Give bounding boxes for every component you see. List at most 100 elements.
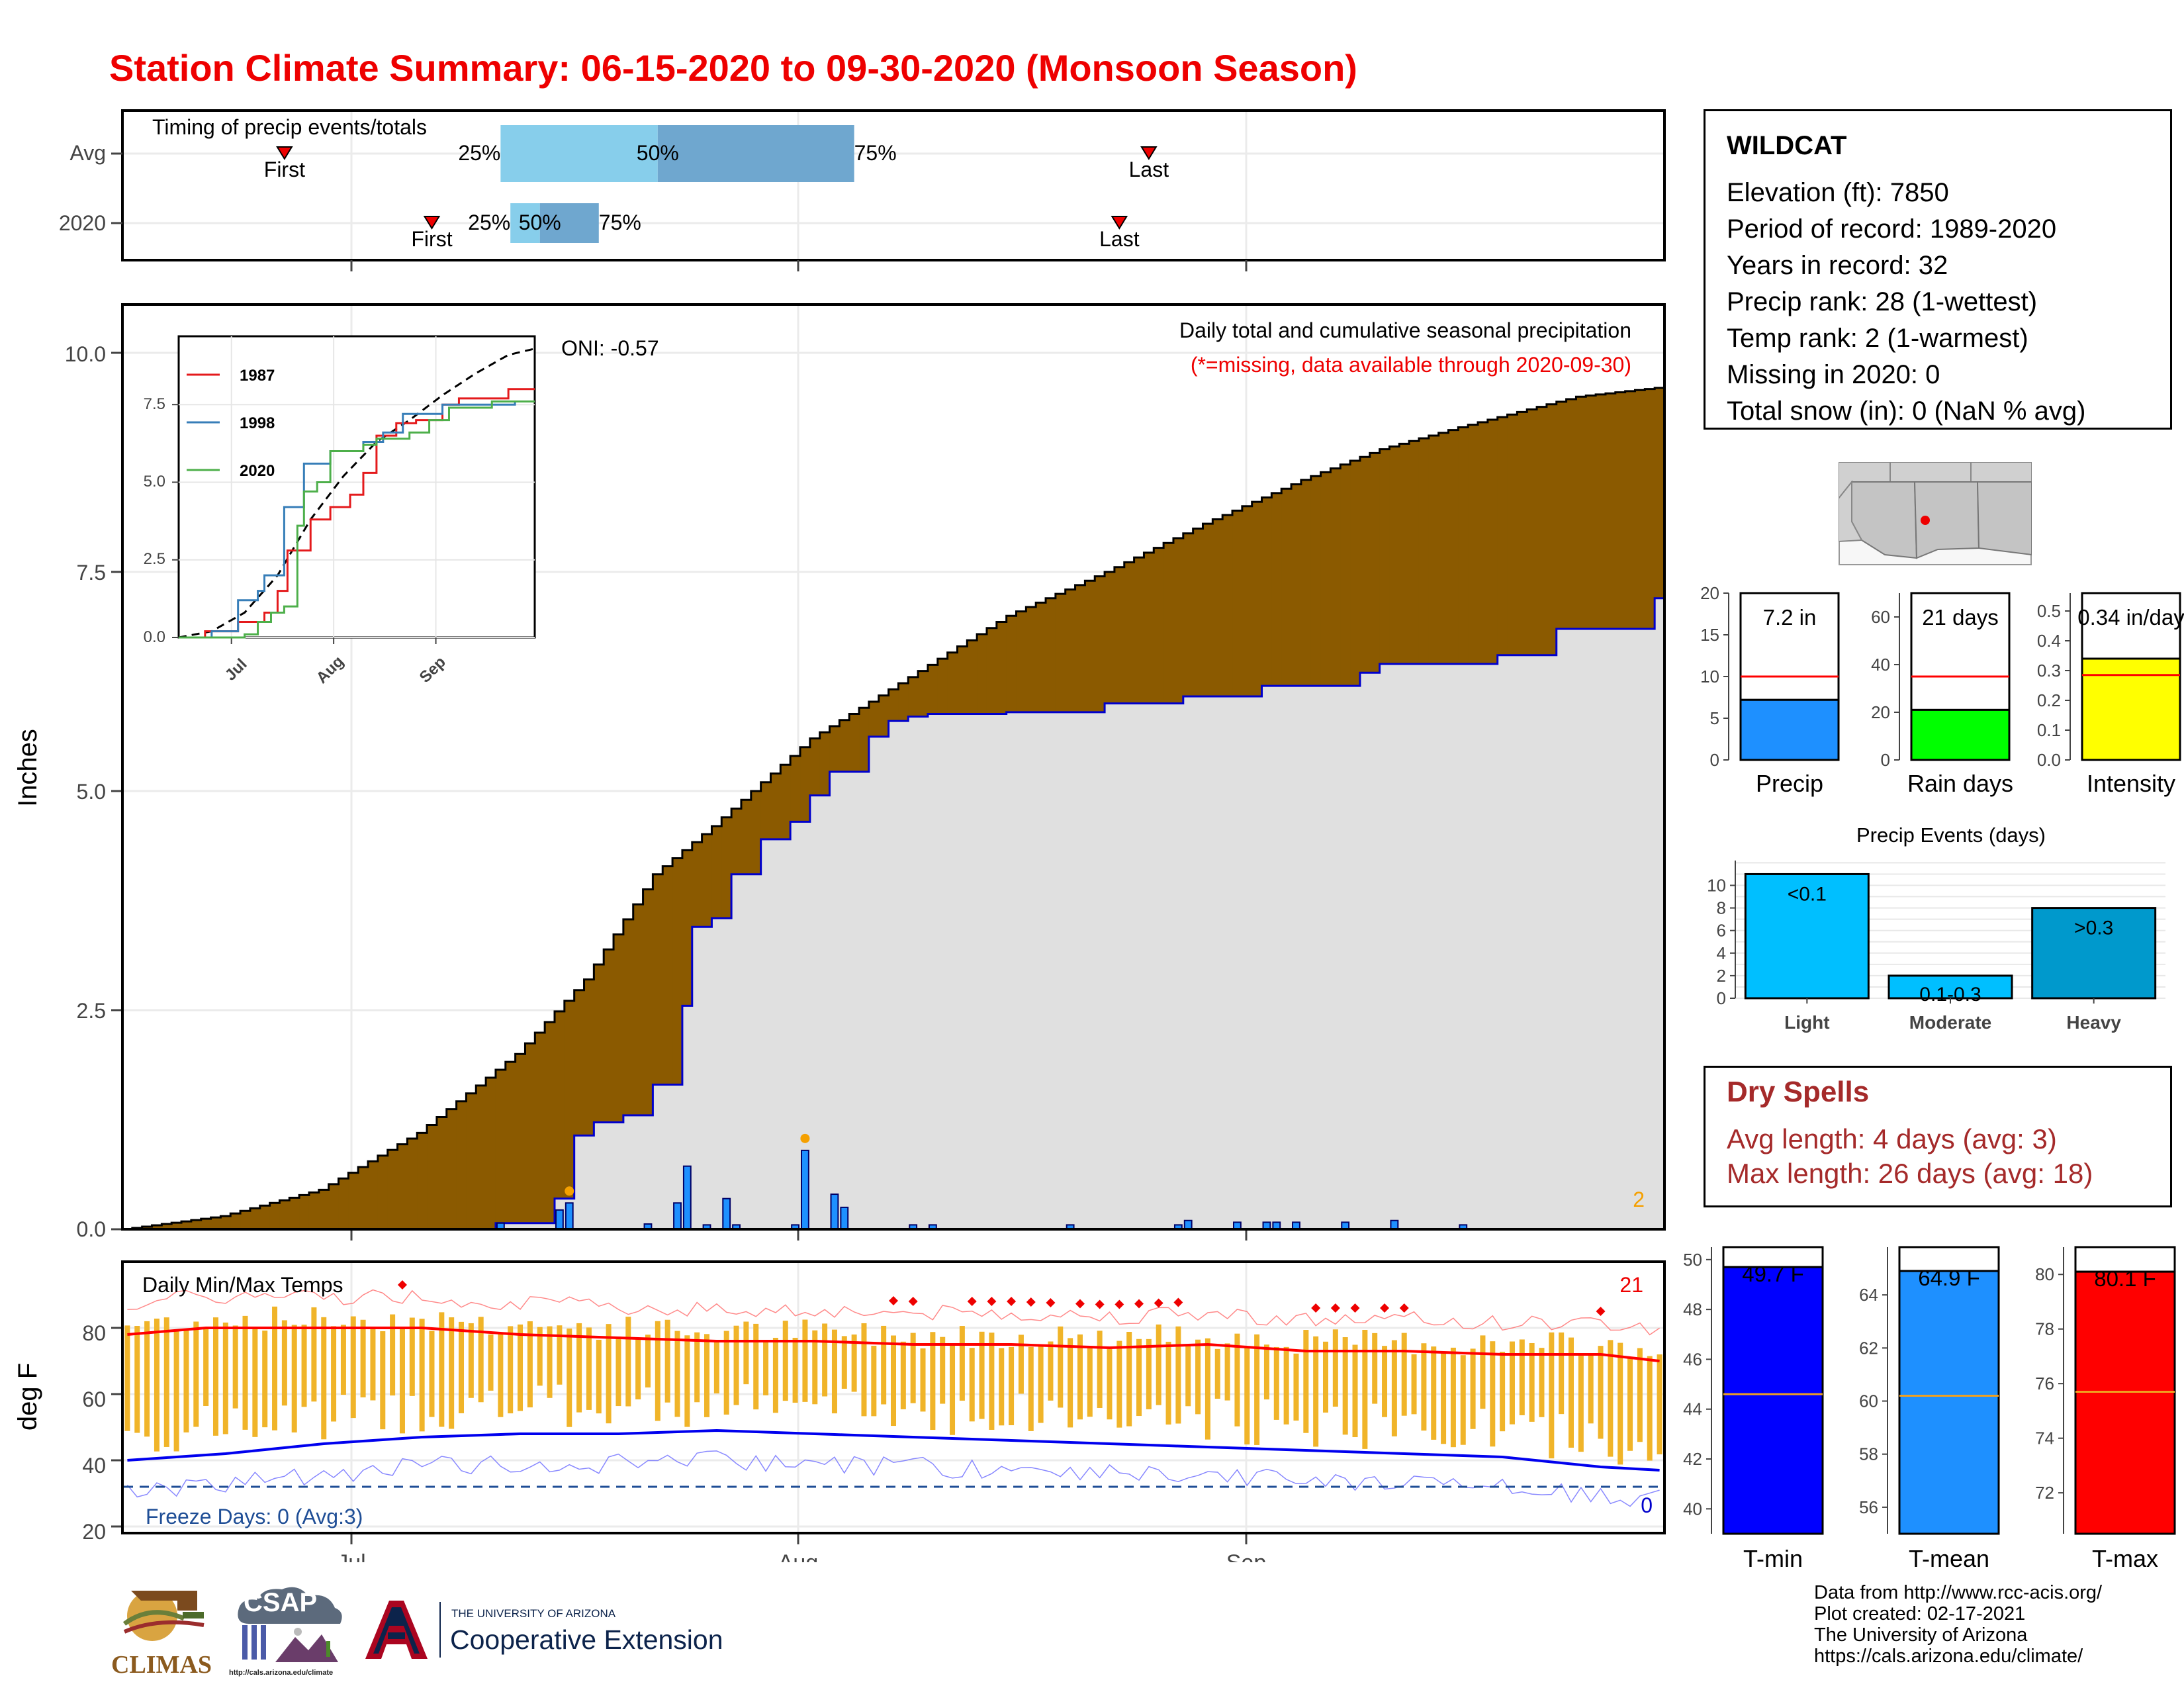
below-average-fill: [1379, 449, 1390, 665]
base-fill: [1242, 696, 1253, 1229]
daily-temp-range-bar: [851, 1335, 857, 1392]
quartile-label: 50%: [519, 211, 561, 234]
events-bar: [1744, 872, 1870, 1000]
below-average-fill: [1232, 510, 1243, 697]
daily-temp-range-bar: [950, 1344, 956, 1435]
daily-temp-range-bar: [1647, 1356, 1653, 1461]
daily-temp-range-bar: [930, 1332, 936, 1430]
below-average-fill: [299, 1195, 310, 1229]
below-average-fill: [643, 889, 654, 1115]
below-average-fill: [161, 1224, 172, 1229]
daily-temp-range-bar: [222, 1322, 228, 1434]
base-fill: [1399, 664, 1410, 1229]
below-average-fill: [1006, 616, 1017, 712]
base-fill: [1556, 629, 1567, 1229]
daily-temp-range-bar: [782, 1321, 788, 1401]
below-average-fill: [574, 990, 585, 1136]
base-fill: [1546, 655, 1557, 1229]
daily-temp-range-bar: [940, 1336, 946, 1404]
season-bar-frame: [1910, 592, 2011, 711]
base-fill: [643, 1115, 654, 1229]
dry-spells-max: Max length: 26 days (avg: 18): [1727, 1158, 2093, 1189]
daily-temp-range-bar: [547, 1326, 553, 1398]
base-fill: [1409, 664, 1420, 1229]
count-label: 2: [1633, 1188, 1645, 1211]
daily-temp-range-bar: [684, 1335, 690, 1427]
daily-temp-range-bar: [1087, 1348, 1093, 1417]
inset-series-line: [179, 400, 535, 639]
y-tick-label: 0.0: [77, 1217, 106, 1241]
events-category-label: Heavy: [2066, 1012, 2121, 1033]
base-fill: [1635, 629, 1645, 1229]
daily-temp-range-bar: [1234, 1333, 1240, 1427]
daily-temp-range-bar: [1283, 1346, 1289, 1425]
below-average-fill: [1478, 422, 1488, 665]
daily-temp-range-bar: [1107, 1348, 1113, 1420]
temp-bar-tick-label: 46: [1683, 1349, 1702, 1369]
base-fill: [1251, 696, 1263, 1229]
temp-bar-tick-label: 74: [2035, 1429, 2054, 1448]
daily-temp-range-bar: [1421, 1343, 1427, 1431]
temp-panel: Daily Min/Max Temps 21 Freeze Days: 0 (A…: [13, 1260, 1666, 1562]
below-average-fill: [1537, 406, 1547, 655]
event-marker-icon: [1111, 216, 1128, 230]
daily-temp-range-bar: [989, 1333, 995, 1430]
ua-divider: [439, 1602, 441, 1658]
daily-temp-range-bar: [576, 1323, 582, 1413]
base-fill: [1183, 696, 1194, 1229]
record-high-marker: [1115, 1299, 1124, 1309]
below-average-fill: [368, 1161, 379, 1229]
daily-temp-range-bar: [1009, 1346, 1015, 1426]
daily-temp-range-bar: [1273, 1346, 1279, 1420]
season-bar: [2081, 657, 2181, 761]
base-fill: [1144, 703, 1154, 1229]
quartile-bar-upper: [539, 203, 599, 243]
below-average-fill: [1468, 424, 1479, 665]
below-average-fill: [937, 659, 948, 714]
daily-temp-range-bar: [1263, 1344, 1269, 1400]
below-average-fill: [1527, 409, 1537, 655]
daily-temp-range-bar: [606, 1324, 612, 1424]
event-marker-label: First: [411, 227, 452, 251]
below-average-fill: [977, 634, 987, 714]
credit-data-source: Data from http://www.rcc-acis.org/: [1814, 1582, 2103, 1603]
below-average-fill: [1036, 602, 1046, 712]
below-average-fill: [1330, 468, 1341, 686]
below-average-fill: [436, 1117, 447, 1229]
base-fill: [878, 736, 889, 1229]
events-tick-label: 10: [1707, 876, 1726, 896]
record-high-marker: [1380, 1303, 1390, 1313]
below-average-fill: [1144, 552, 1154, 704]
daily-temp-range-bar: [1391, 1340, 1397, 1436]
base-fill: [1645, 629, 1655, 1229]
record-high-marker: [1134, 1299, 1144, 1309]
base-fill: [927, 714, 938, 1229]
season-tick-label: 20: [1700, 583, 1719, 603]
daily-temp-range-bar: [596, 1339, 602, 1414]
base-fill: [957, 714, 968, 1229]
daily-temp-range-bar: [625, 1317, 631, 1407]
event-marker-label: First: [264, 158, 305, 181]
daily-precip-bar: [722, 1197, 731, 1231]
events-tick-label: 6: [1717, 921, 1726, 941]
ua-logo: THE UNIVERSITY OF ARIZONA Cooperative Ex…: [360, 1595, 731, 1668]
below-average-fill: [1105, 572, 1115, 704]
daily-temp-range-bar: [468, 1323, 474, 1398]
base-fill: [809, 795, 821, 1229]
below-average-fill: [1596, 394, 1606, 630]
season-tick-label: 10: [1700, 667, 1719, 686]
base-fill: [1586, 629, 1596, 1229]
base-fill: [918, 716, 929, 1229]
daily-temp-range-bar: [1450, 1347, 1456, 1448]
daily-temp-range-bar: [1441, 1352, 1447, 1444]
daily-temp-range-bar: [291, 1325, 297, 1432]
daily-temp-range-bar: [1018, 1335, 1024, 1394]
dry-spells-title: Dry Spells: [1727, 1076, 1870, 1108]
daily-temp-range-bar: [1293, 1353, 1299, 1421]
quartile-bar-lower: [500, 125, 658, 182]
y-tick-label: 10.0: [65, 342, 106, 366]
daily-temp-range-bar: [321, 1317, 327, 1440]
base-fill: [770, 839, 781, 1229]
climas-logo: CLIMAS: [111, 1584, 217, 1679]
daily-temp-range-bar: [1156, 1324, 1161, 1405]
